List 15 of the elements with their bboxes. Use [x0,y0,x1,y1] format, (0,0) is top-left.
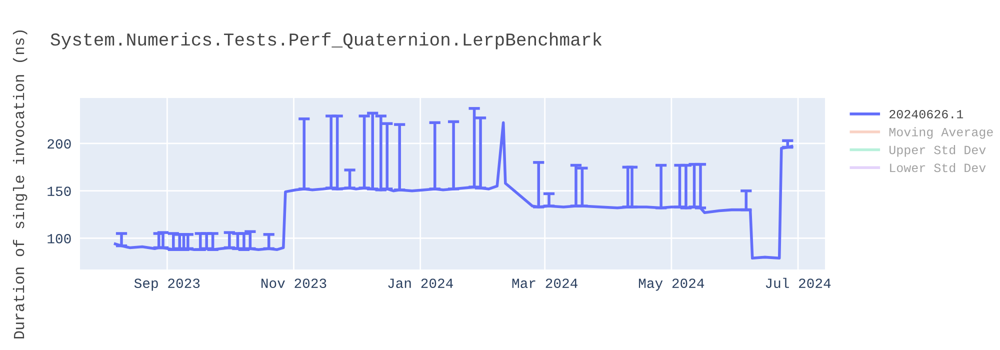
legend-label: Lower Std Dev [890,162,986,172]
x-tick-label: May 2024 [638,278,704,291]
y-tick-label: 150 [48,186,71,196]
chart-title: System.Numerics.Tests.Perf_Quaternion.LerpBenchmark [50,32,602,50]
x-tick-label: Sep 2023 [134,278,200,291]
legend-label: 20240626.1 [890,110,964,118]
y-axis-title: Duration of single invocation (ns) [12,30,28,338]
legend-label: Moving Average [889,127,993,139]
y-tick-label: 200 [48,139,71,149]
x-tick-label: Nov 2023 [262,278,326,288]
x-tick-label: Mar 2024 [512,278,578,288]
x-tick-label: Jan 2024 [388,278,453,288]
legend-label: Upper Std Dev [890,145,986,157]
y-tick-label: 100 [48,234,71,244]
x-tick-label: Jul 2024 [766,278,831,288]
